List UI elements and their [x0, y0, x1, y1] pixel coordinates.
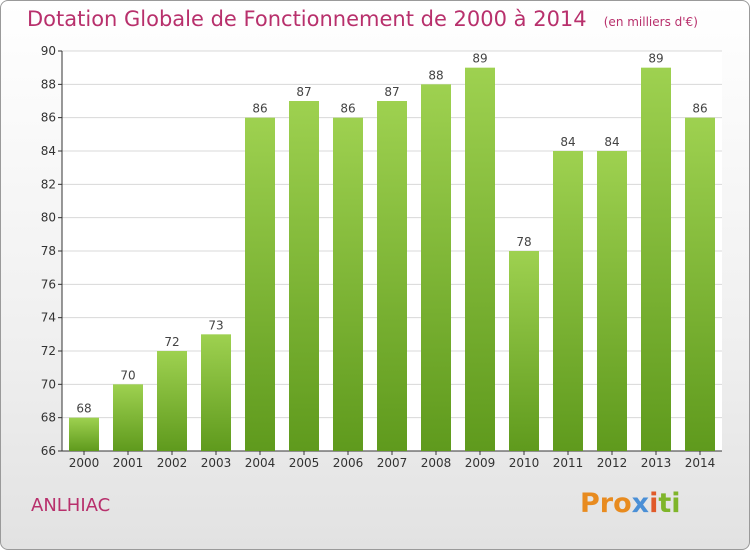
logo-part-2: x	[631, 488, 650, 519]
bar	[421, 84, 451, 451]
place-name: ANLHIAC	[31, 495, 111, 516]
bar	[465, 67, 495, 452]
chart-unit: (en milliers d'€)	[603, 15, 698, 29]
y-tick-label: 74	[41, 311, 56, 325]
y-tick-label: 78	[41, 244, 56, 258]
bar	[553, 151, 583, 451]
data-label: 88	[428, 68, 443, 82]
x-tick-label: 2009	[465, 456, 496, 470]
data-label: 84	[604, 135, 619, 149]
bar	[69, 417, 99, 451]
data-label: 89	[472, 52, 487, 66]
x-tick-label: 2014	[685, 456, 716, 470]
x-tick-label: 2007	[377, 456, 408, 470]
x-tick-label: 2006	[333, 456, 364, 470]
chart-title: Dotation Globale de Fonctionnement de 20…	[27, 7, 587, 31]
bar	[333, 117, 363, 452]
data-label: 86	[692, 102, 707, 116]
data-label: 70	[120, 368, 135, 382]
y-tick-label: 68	[41, 411, 56, 425]
y-tick-label: 84	[41, 144, 56, 158]
data-label: 78	[516, 235, 531, 249]
x-tick-label: 2005	[289, 456, 320, 470]
bar	[113, 384, 143, 451]
logo-part-4: ti	[658, 488, 681, 519]
bar	[597, 151, 627, 451]
bar	[245, 117, 275, 452]
bar	[641, 67, 671, 452]
x-tick-label: 2008	[421, 456, 452, 470]
x-tick-label: 2002	[157, 456, 188, 470]
data-label: 86	[252, 102, 267, 116]
y-tick-label: 72	[41, 344, 56, 358]
data-label: 89	[648, 52, 663, 66]
data-label: 86	[340, 102, 355, 116]
x-tick-label: 2004	[245, 456, 276, 470]
proxiti-logo: Proxiti	[580, 488, 681, 519]
data-label: 87	[384, 85, 399, 99]
logo-part-1: Pro	[580, 488, 632, 519]
data-label: 72	[164, 335, 179, 349]
title-row: Dotation Globale de Fonctionnement de 20…	[27, 7, 698, 31]
bar	[377, 101, 407, 451]
bar	[685, 117, 715, 452]
data-label: 68	[76, 402, 91, 416]
x-tick-label: 2003	[201, 456, 232, 470]
bar	[509, 251, 539, 451]
y-tick-label: 88	[41, 77, 56, 91]
x-tick-label: 2010	[509, 456, 540, 470]
data-label: 87	[296, 85, 311, 99]
logo-part-3: i	[649, 488, 659, 519]
x-tick-label: 2011	[553, 456, 584, 470]
bar	[157, 351, 187, 451]
y-tick-label: 76	[41, 277, 56, 291]
y-tick-label: 86	[41, 111, 56, 125]
x-tick-label: 2000	[69, 456, 100, 470]
data-label: 73	[208, 318, 223, 332]
bar	[289, 101, 319, 451]
bar	[201, 334, 231, 451]
x-tick-label: 2001	[113, 456, 144, 470]
data-label: 84	[560, 135, 575, 149]
x-tick-label: 2012	[597, 456, 628, 470]
y-tick-label: 70	[41, 377, 56, 391]
y-tick-label: 80	[41, 211, 56, 225]
y-tick-label: 90	[41, 44, 56, 58]
y-tick-label: 66	[41, 444, 56, 458]
x-tick-label: 2013	[641, 456, 672, 470]
y-tick-label: 82	[41, 177, 56, 191]
